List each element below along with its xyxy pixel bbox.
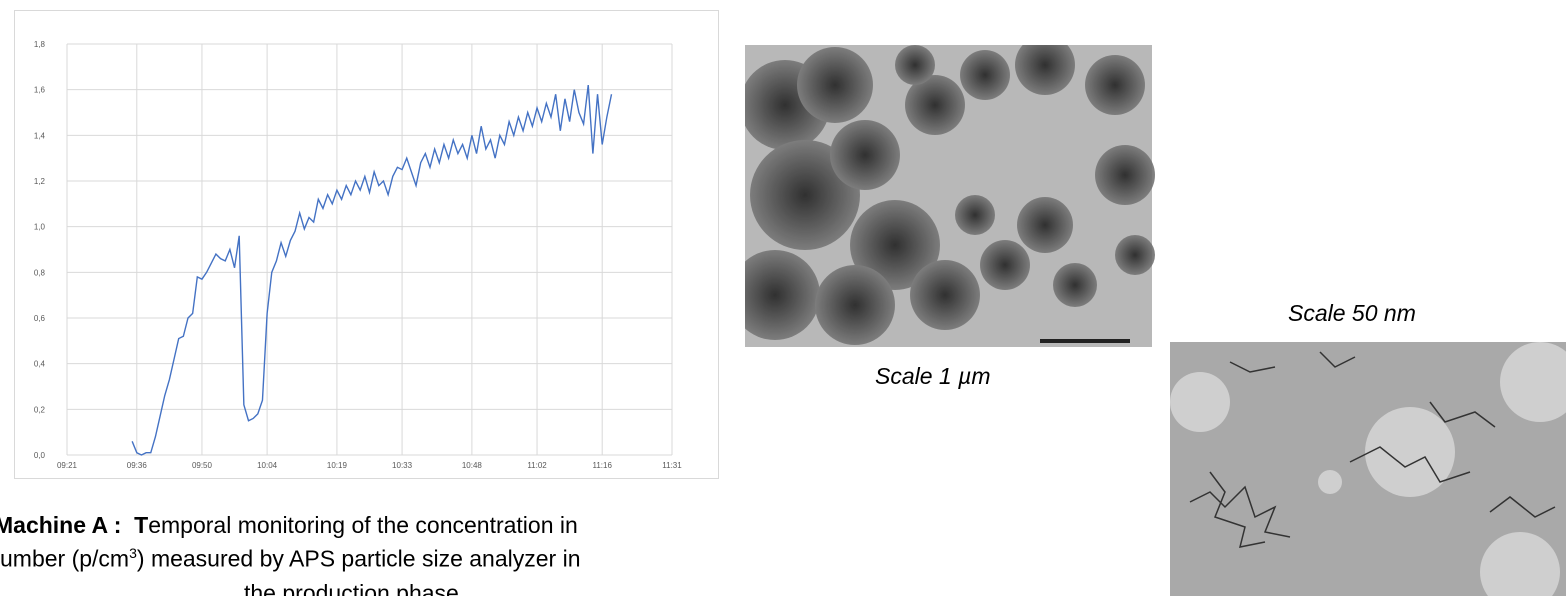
- y-tick-label: 0,2: [34, 405, 46, 414]
- image-caption: Scale 1 µm: [875, 363, 991, 389]
- caption-bold: Machine A :: [0, 512, 122, 538]
- caption-text: umber (p/cm: [0, 545, 130, 572]
- x-tick-label: 09:21: [57, 461, 78, 470]
- x-tick-label: 10:04: [257, 461, 278, 470]
- x-tick-label: 10:19: [327, 461, 348, 470]
- x-tick-label: 09:50: [192, 461, 213, 470]
- x-tick-label: 10:33: [392, 461, 413, 470]
- y-tick-label: 0,0: [34, 451, 46, 460]
- chart: 0,0 0,2 0,4 0,6 0,8 1,0 1,2 1,4 1,6 1,8 09:21 09:36…: [14, 10, 719, 479]
- y-tick-label: 0,6: [34, 314, 46, 323]
- y-tick-label: 1,6: [34, 86, 46, 95]
- chart-caption-line: the production phase: [244, 580, 459, 596]
- chart-caption-line: Machine A : Temporal monitoring of the c…: [0, 512, 578, 539]
- caption-bold: T: [134, 512, 149, 538]
- tem-image-1: [745, 45, 1155, 347]
- x-tick-label: 11:02: [527, 461, 547, 470]
- data-line: [131, 85, 613, 456]
- chart-caption-line: umber (p/cm3) measured by APS particle s…: [0, 545, 580, 573]
- x-tick-label: 11:31: [662, 461, 682, 470]
- caption-sup: 3: [129, 545, 137, 561]
- caption-text: ) measured by APS particle size analyzer…: [136, 545, 581, 572]
- tem-image-2: [1170, 342, 1566, 596]
- y-tick-label: 1,0: [34, 223, 46, 232]
- y-tick-label: 0,8: [34, 268, 46, 277]
- chart-frame: [14, 10, 719, 479]
- caption-text: emporal monitoring of the concentration …: [148, 512, 578, 538]
- image-caption: Scale 50 nm: [1288, 300, 1416, 326]
- x-tick-label: 11:16: [592, 461, 612, 470]
- x-tick-label: 10:48: [462, 461, 483, 470]
- y-tick-label: 1,4: [34, 131, 46, 140]
- y-tick-label: 1,8: [34, 40, 46, 49]
- y-tick-label: 0,4: [34, 360, 46, 369]
- x-tick-label: 09:36: [127, 461, 148, 470]
- y-tick-label: 1,2: [34, 177, 46, 186]
